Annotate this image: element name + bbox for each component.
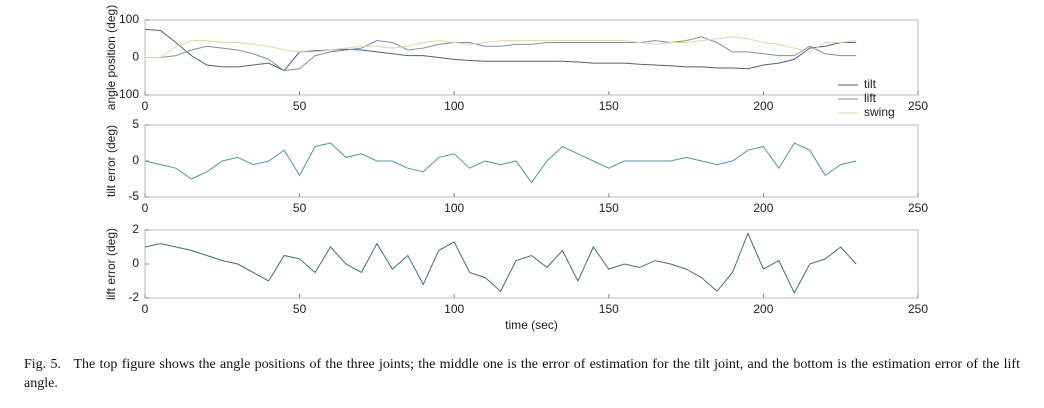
axes-box <box>144 124 919 198</box>
x-tick-label: 50 <box>293 201 307 215</box>
y-tick-label: -100 <box>115 87 139 101</box>
y-tick-label: 0 <box>132 50 139 64</box>
axes-box <box>144 19 919 96</box>
x-tick-label: 200 <box>753 99 773 113</box>
data-line <box>144 28 857 72</box>
axes-box <box>144 229 919 299</box>
data-line <box>145 36 857 58</box>
legend-label: swing <box>864 105 895 119</box>
data-line <box>145 36 857 72</box>
y-tick-label: 100 <box>119 12 139 26</box>
y-tick-label: 2 <box>132 222 139 236</box>
y-axis-label: tilt error (deg) <box>104 125 118 197</box>
x-tick-label: 0 <box>142 302 149 316</box>
y-tick-label: 0 <box>132 256 139 270</box>
x-tick-label: 150 <box>599 99 619 113</box>
x-tick-label: 100 <box>444 302 464 316</box>
y-tick-label: -5 <box>128 189 139 203</box>
y-axis-label: lift error (deg) <box>104 228 118 300</box>
legend-label: lift <box>864 91 877 105</box>
data-line <box>144 142 857 184</box>
x-tick-label: 100 <box>444 99 464 113</box>
x-tick-label: 50 <box>293 302 307 316</box>
x-tick-label: 0 <box>142 201 149 215</box>
x-tick-label: 200 <box>753 302 773 316</box>
legend-label: tilt <box>864 77 877 91</box>
x-tick-label: 150 <box>599 201 619 215</box>
data-line <box>144 232 857 295</box>
x-tick-label: 250 <box>908 201 928 215</box>
x-tick-label: 200 <box>753 201 773 215</box>
x-tick-label: 150 <box>599 302 619 316</box>
x-axis-label: time (sec) <box>505 318 558 332</box>
caption: Fig. 5. The top figure shows the angle p… <box>24 357 1024 391</box>
x-tick-label: 50 <box>293 99 307 113</box>
y-tick-label: -2 <box>128 290 139 304</box>
x-tick-label: 250 <box>908 302 928 316</box>
y-axis-label: angle position (deg) <box>104 5 118 110</box>
x-tick-label: 250 <box>908 99 928 113</box>
x-tick-label: 100 <box>444 201 464 215</box>
y-tick-label: 5 <box>132 117 139 131</box>
y-tick-label: 0 <box>132 153 139 167</box>
x-tick-label: 0 <box>142 99 149 113</box>
